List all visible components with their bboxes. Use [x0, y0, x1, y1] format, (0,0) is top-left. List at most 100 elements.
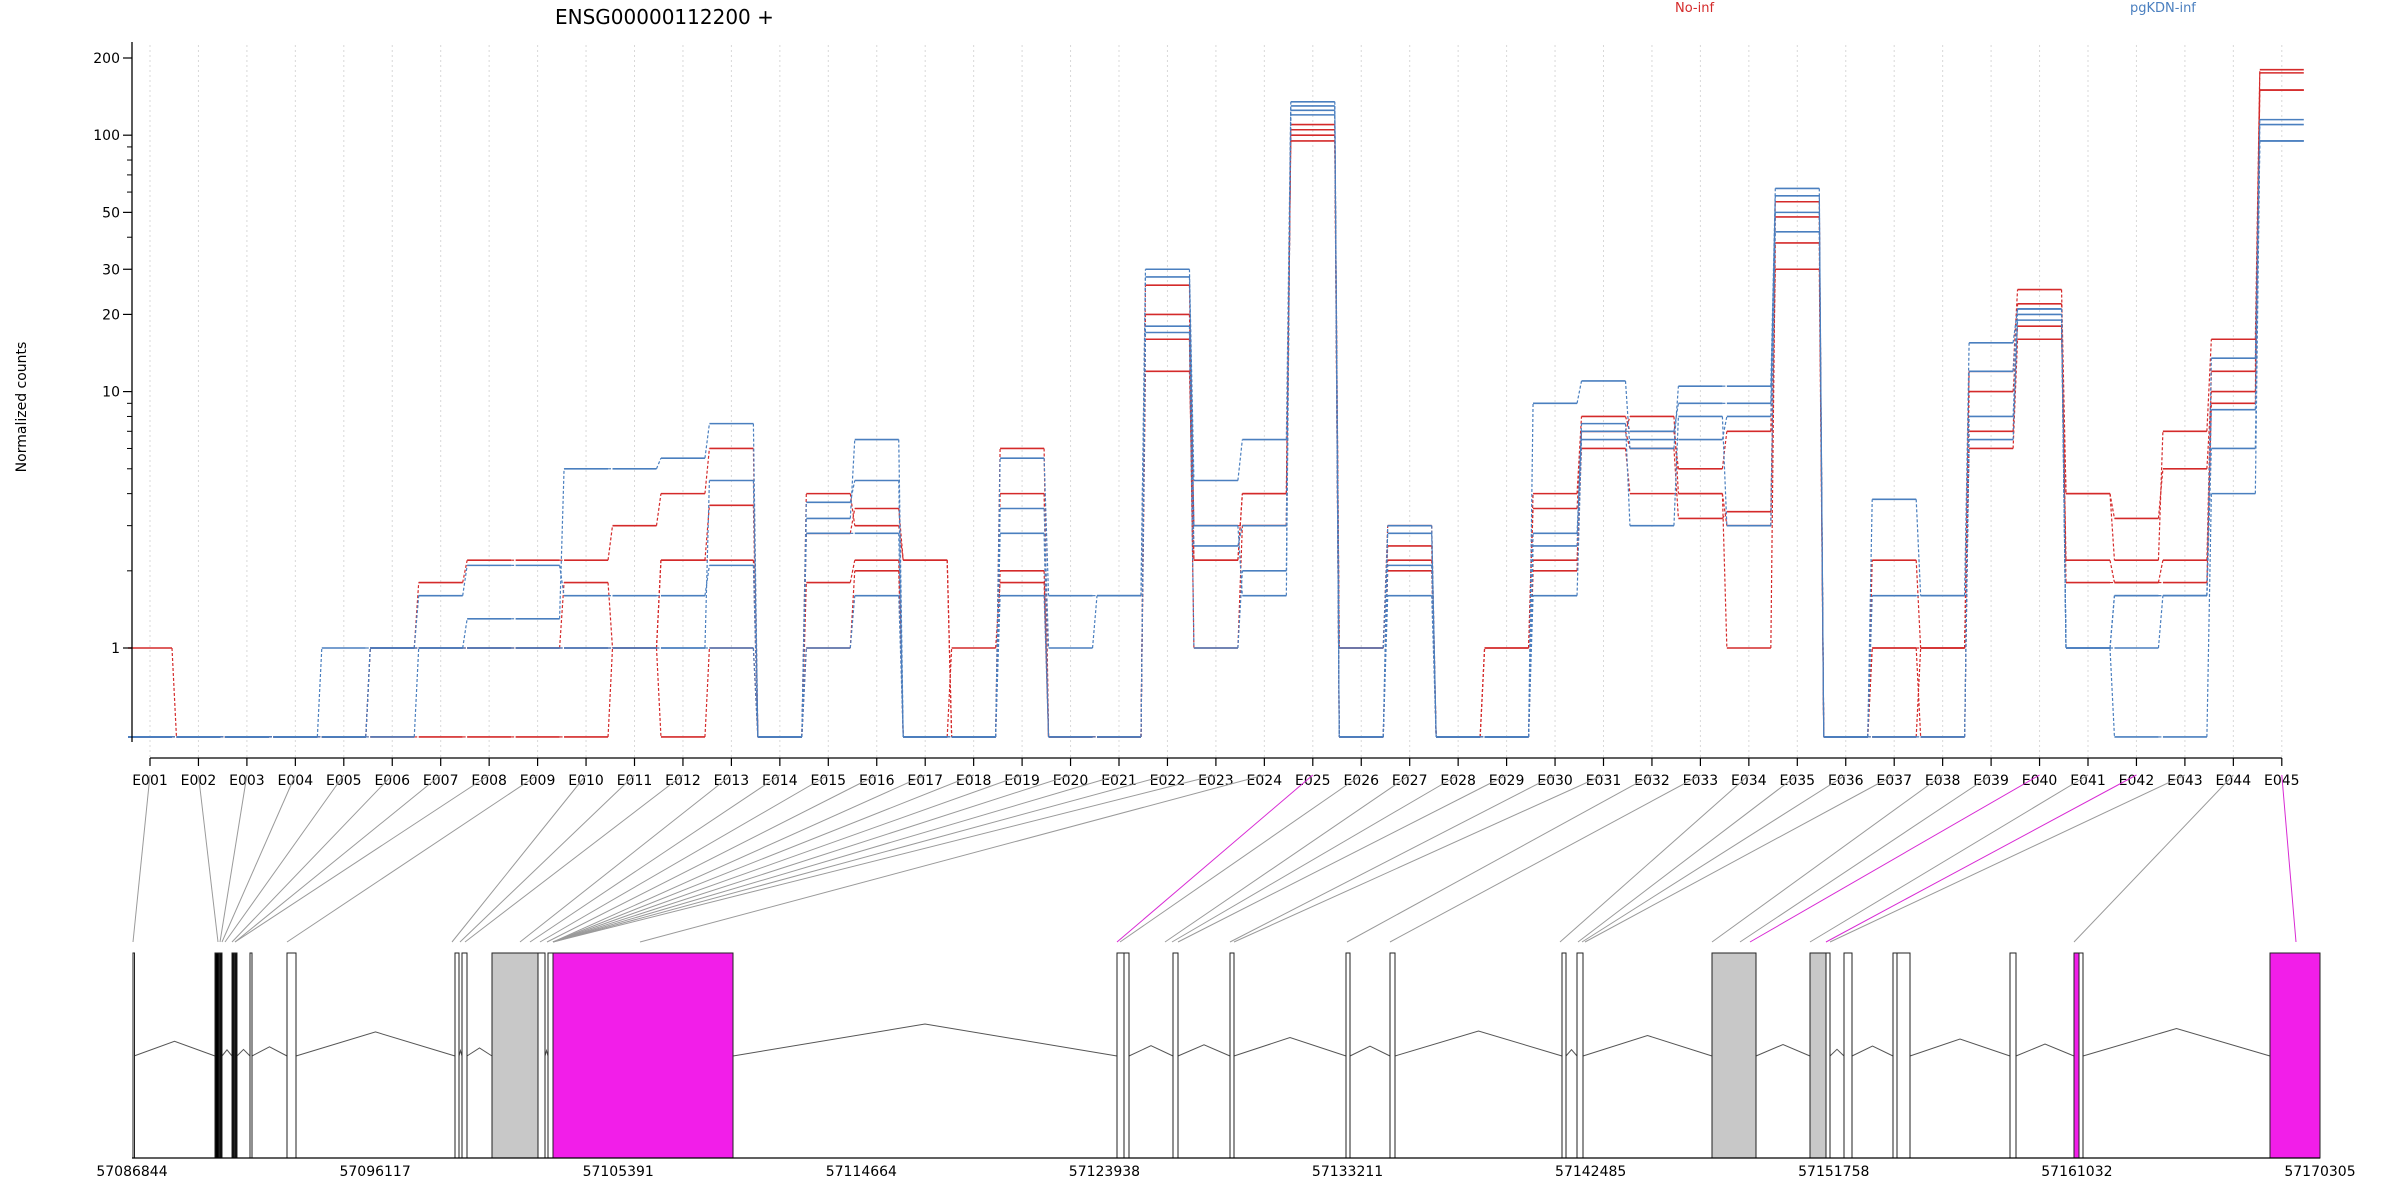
y-axis-title: Normalized counts — [14, 342, 30, 473]
coordinate-label: 57123938 — [1069, 1164, 1140, 1180]
exon-tick-label: E026 — [1343, 773, 1379, 789]
exon-tick-label: E007 — [423, 773, 459, 789]
exon-tick-label: E002 — [181, 773, 217, 789]
legend-label-pgkdn-inf: pgKDN-inf — [2130, 1, 2196, 16]
exon-connector — [552, 774, 1120, 943]
data-connector — [1818, 195, 1825, 737]
coordinate-label: 57086844 — [96, 1164, 167, 1180]
exon-box — [2269, 952, 2321, 1159]
data-connector — [1237, 493, 1243, 561]
data-connector — [704, 423, 710, 459]
exon-connector-lines — [132, 774, 2297, 943]
exon-tick-label: E019 — [1004, 773, 1040, 789]
exon-tick-label: E028 — [1440, 773, 1476, 789]
data-connector — [1237, 525, 1243, 596]
data-connector — [1188, 276, 1195, 526]
exon-tick-label: E030 — [1537, 773, 1573, 789]
data-connector — [1091, 595, 1098, 649]
data-connector — [655, 457, 662, 470]
exon-connector — [459, 774, 635, 943]
data-connector — [2157, 595, 2164, 649]
exon-connector — [1739, 774, 1992, 943]
coordinate-label: 57114664 — [826, 1164, 897, 1180]
data-connector — [849, 439, 856, 519]
exon-tick-label: E011 — [617, 773, 653, 789]
data-connector — [1964, 371, 1970, 596]
grid-lines — [149, 45, 2283, 758]
gene-title: ENSG00000112200 + — [555, 5, 774, 29]
exon-connector — [1559, 774, 1750, 943]
intron-line — [1909, 1038, 2011, 1057]
exon-tick-label: E038 — [1925, 773, 1961, 789]
exon-box — [1389, 952, 1396, 1159]
data-connector — [995, 595, 1001, 737]
data-connector — [1043, 458, 1050, 596]
data-connector — [849, 508, 856, 534]
intron-line — [732, 1023, 1118, 1057]
series-pgkdn-inf-8 — [128, 114, 2304, 738]
data-connector — [655, 560, 662, 649]
legend-label-no-inf: No-inf — [1675, 1, 1714, 16]
exon-box — [1123, 952, 1130, 1159]
exon-tick-label: E031 — [1586, 773, 1622, 789]
data-connector — [1867, 595, 1873, 737]
exon-connector — [1581, 774, 1847, 943]
data-connector — [849, 480, 856, 503]
exon-tick-label: E010 — [568, 773, 604, 789]
y-tick-label: 50 — [102, 205, 120, 221]
axes: 1 10 20 30 50 100 200 E001 E002 E003 E004 E005 E006 E… — [93, 42, 2300, 789]
data-connector — [1188, 332, 1195, 649]
exon-connector — [1229, 774, 1556, 943]
data-connector — [607, 647, 614, 737]
data-connector — [413, 647, 420, 737]
data-connector — [1140, 332, 1147, 737]
exon-box — [234, 952, 238, 1159]
data-connector — [898, 533, 904, 737]
exon-tick-label: E040 — [2022, 773, 2058, 789]
data-connector — [1915, 499, 1922, 596]
exon-tick-label: E008 — [471, 773, 507, 789]
exon-connector — [2073, 774, 2234, 943]
exon-connector — [529, 774, 781, 943]
exon-tick-label: E034 — [1731, 773, 1767, 789]
exon-box — [537, 952, 546, 1159]
exon-connector — [1171, 774, 1459, 943]
data-connector — [1479, 647, 1486, 737]
series-lines — [128, 68, 2304, 738]
data-connector — [1624, 423, 1631, 526]
exon-connector — [546, 774, 877, 943]
data-connector — [1964, 439, 1970, 737]
coordinate-label: 57151758 — [1798, 1164, 1869, 1180]
y-tick-label: 100 — [93, 128, 120, 144]
data-connector — [849, 595, 856, 649]
data-connector — [1721, 493, 1728, 649]
exon-connector — [451, 774, 587, 943]
intron-line — [1128, 1045, 1174, 1057]
exon-tick-label: E029 — [1489, 773, 1525, 789]
exon-connector — [1116, 774, 1314, 943]
data-connector — [1576, 439, 1583, 596]
data-connector — [559, 468, 565, 619]
exon-box — [1896, 952, 1911, 1159]
data-connector — [849, 493, 856, 526]
data-connector — [2109, 493, 2116, 519]
exon-box — [552, 952, 734, 1159]
exon-connector — [1825, 774, 2137, 943]
exon-connector — [221, 774, 296, 943]
data-connector — [1382, 533, 1389, 649]
intron-line — [1582, 1034, 1713, 1057]
exon-tick-label: E039 — [1973, 773, 2009, 789]
exon-tick-label: E003 — [229, 773, 265, 789]
data-connector — [801, 533, 807, 737]
data-connector — [1237, 570, 1243, 649]
exon-connector — [552, 774, 1217, 943]
exon-tick-label: E027 — [1392, 773, 1428, 789]
exon-connector — [224, 774, 345, 943]
data-connector — [1867, 560, 1873, 737]
exon-box — [1172, 952, 1179, 1159]
exon-box — [1711, 952, 1757, 1159]
data-connector — [1334, 114, 1340, 737]
exon-connector — [464, 774, 684, 943]
data-connector — [1721, 431, 1728, 469]
